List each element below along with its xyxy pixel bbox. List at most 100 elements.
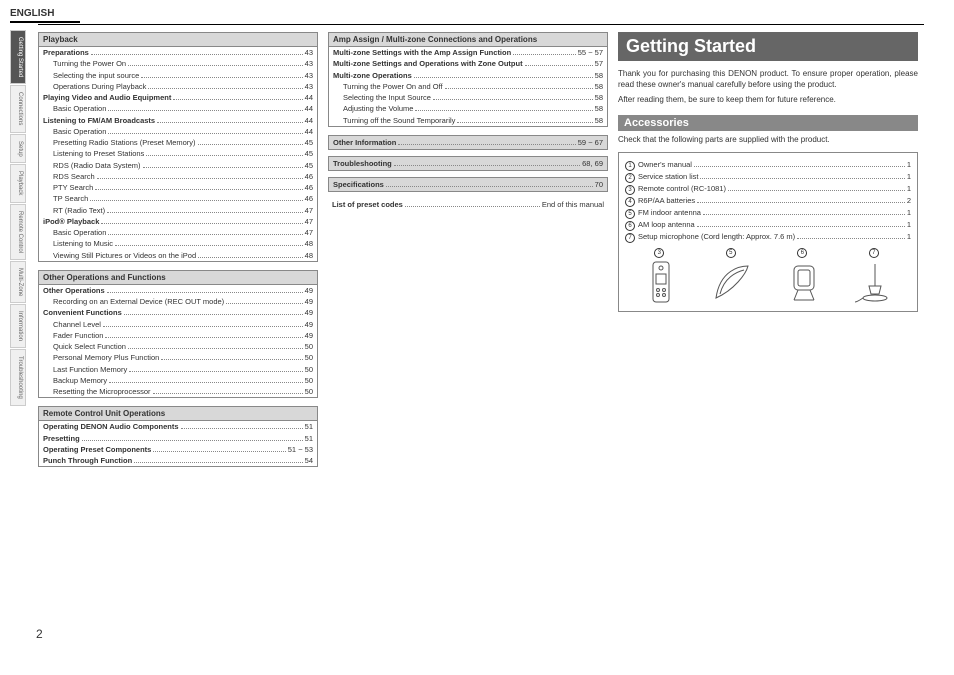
toc-standalone: Other Information59 ~ 67 (328, 135, 608, 150)
side-tab[interactable]: Connections (10, 85, 26, 132)
toc-line: Turning off the Sound Temporarily58 (329, 115, 607, 126)
toc-leader (95, 189, 302, 190)
toc-label: Listening to Preset Stations (43, 148, 144, 159)
toc-label: Fader Function (43, 330, 103, 341)
toc-page: 47 (305, 227, 313, 238)
toc-label: Turning the Power On (43, 58, 126, 69)
toc-page: 51 (305, 421, 313, 432)
toc-line: Convenient Functions49 (39, 307, 317, 318)
side-tab[interactable]: Setup (10, 134, 26, 164)
toc-leader (105, 337, 302, 338)
toc-leader (108, 110, 302, 111)
accessory-line: 7Setup microphone (Cord length: Approx. … (625, 231, 911, 243)
toc-leader (173, 99, 302, 100)
toc-label: Preparations (43, 47, 89, 58)
toc-line: Operating Preset Components51 ~ 53 (39, 444, 317, 455)
toc-leader (394, 165, 580, 166)
toc-label: Punch Through Function (43, 455, 132, 466)
toc-line: Recording on an External Device (REC OUT… (39, 296, 317, 307)
toc-line: RDS (Radio Data System)45 (39, 160, 317, 171)
toc-label: Basic Operation (43, 126, 106, 137)
toc-page: 47 (305, 216, 313, 227)
toc-page: 50 (305, 386, 313, 397)
toc-section: PlaybackPreparations 43 Turning the Power … (38, 32, 318, 262)
toc-label: Specifications (329, 180, 384, 189)
toc-page: 49 (305, 330, 313, 341)
accessories-box: 1Owner's manual12Service station list13R… (618, 152, 918, 312)
toc-page: End of this manual (542, 200, 604, 209)
circled-number: 4 (625, 197, 635, 207)
accessory-qty: 1 (907, 183, 911, 194)
toc-leader (97, 178, 303, 179)
toc-page: 44 (305, 103, 313, 114)
toc-line: Listening to FM/AM Broadcasts44 (39, 115, 317, 126)
toc-line: Turning the Power On and Off58 (329, 81, 607, 92)
toc-line: Multi-zone Settings and Operations with … (329, 58, 607, 69)
side-tab[interactable]: Remote Control (10, 204, 26, 260)
accessory-label: Remote control (RC-1081) (638, 183, 726, 194)
toc-section-header: Playback (39, 33, 317, 47)
toc-plain-line: List of preset codes End of this manual (328, 198, 608, 211)
side-tab[interactable]: Troubleshooting (10, 349, 26, 406)
toc-label: iPod® Playback (43, 216, 99, 227)
toc-label: Personal Memory Plus Function (43, 352, 159, 363)
toc-section: Amp Assign / Multi-zone Connections and … (328, 32, 608, 127)
circled-number: 5 (726, 248, 736, 258)
toc-page: 50 (305, 341, 313, 352)
toc-leader (697, 202, 905, 203)
toc-leader (457, 122, 592, 123)
toc-leader (161, 359, 302, 360)
side-tab[interactable]: Information (10, 304, 26, 348)
circled-number: 7 (869, 248, 879, 258)
circled-number: 7 (625, 233, 635, 243)
side-tab[interactable]: Playback (10, 164, 26, 202)
toc-label: Basic Operation (43, 227, 106, 238)
toc-line: Channel Level49 (39, 319, 317, 330)
toc-leader (513, 54, 576, 55)
toc-line: iPod® Playback 47 (39, 216, 317, 227)
accessory-label: Setup microphone (Cord length: Approx. 7… (638, 231, 795, 242)
toc-line: Selecting the input source43 (39, 70, 317, 81)
page-number: 2 (36, 627, 43, 641)
toc-label: Recording on an External Device (REC OUT… (43, 296, 224, 307)
toc-label: Selecting the Input Source (333, 92, 431, 103)
toc-leader (700, 178, 904, 179)
toc-page: 43 (305, 58, 313, 69)
toc-page: 48 (305, 250, 313, 261)
accessory-icon (710, 260, 754, 306)
toc-label: Operating Preset Components (43, 444, 151, 455)
toc-page: 46 (305, 171, 313, 182)
toc-label: Multi-zone Settings and Operations with … (333, 58, 523, 69)
rule-top (38, 24, 924, 25)
side-tab[interactable]: Getting Started (10, 30, 26, 84)
toc-leader (153, 451, 285, 452)
toc-leader (797, 238, 905, 239)
toc-line: Other Operations49 (39, 285, 317, 296)
toc-page: 59 ~ 67 (578, 138, 607, 147)
accessory-line: 3Remote control (RC-1081)1 (625, 183, 911, 195)
accessory-line: 2Service station list1 (625, 171, 911, 183)
toc-leader (141, 77, 302, 78)
accessory-qty: 1 (907, 159, 911, 170)
accessory-line: 5FM indoor antenna1 (625, 207, 911, 219)
accessory-label: Service station list (638, 171, 698, 182)
toc-leader (198, 144, 303, 145)
toc-leader (414, 77, 593, 78)
accessory-icon (853, 260, 897, 306)
toc-page: 48 (305, 238, 313, 249)
toc-label: Multi-zone Operations (333, 70, 412, 81)
toc-label: Adjusting the Volume (333, 103, 413, 114)
toc-line: Adjusting the Volume 58 (329, 103, 607, 114)
side-tab[interactable]: Multi-Zone (10, 261, 26, 303)
intro-paragraph-1: Thank you for purchasing this DENON prod… (618, 69, 918, 91)
toc-page: 58 (595, 103, 603, 114)
accessory-label: AM loop antenna (638, 219, 695, 230)
toc-label: List of preset codes (332, 200, 403, 209)
toc-label: Operating DENON Audio Components (43, 421, 179, 432)
toc-label: RDS (Radio Data System) (43, 160, 141, 171)
toc-label: Other Operations (43, 285, 105, 296)
toc-page: 58 (595, 92, 603, 103)
toc-line: Fader Function 49 (39, 330, 317, 341)
accessory-qty: 1 (907, 219, 911, 230)
accessory-label: Owner's manual (638, 159, 692, 170)
